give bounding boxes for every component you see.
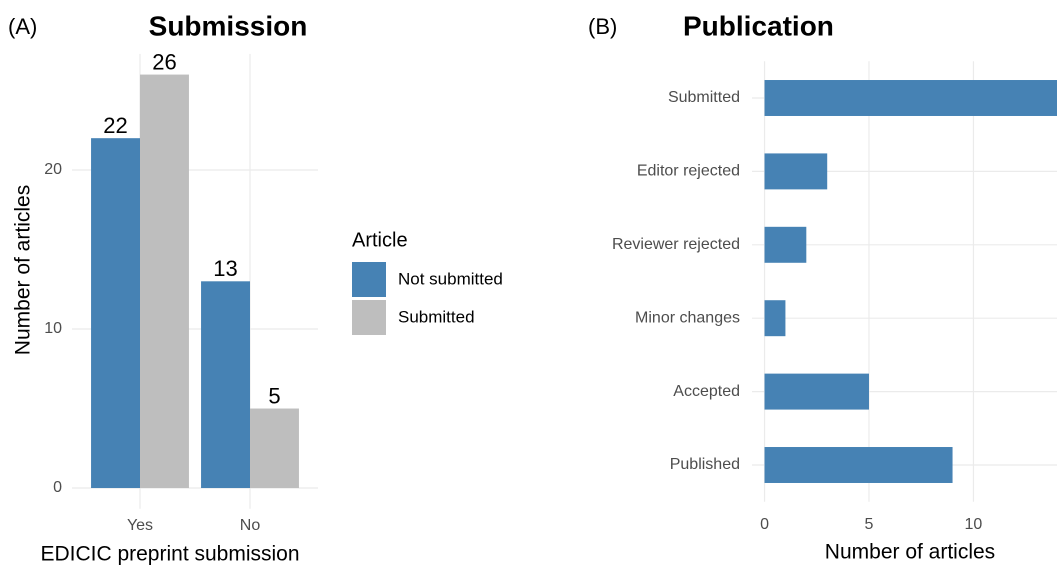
legend-title: Article — [352, 229, 408, 251]
data-label: 26 — [152, 49, 176, 74]
data-label: 22 — [103, 113, 127, 138]
bar — [250, 408, 299, 489]
y-tick-label: Submitted — [668, 89, 740, 106]
x-tick-label: No — [240, 517, 261, 534]
y-tick-label: Published — [670, 456, 740, 473]
bar — [140, 74, 189, 489]
bar — [764, 226, 807, 263]
legend-label: Not submitted — [398, 269, 503, 288]
bar — [201, 281, 250, 489]
panel-label: (B) — [588, 14, 617, 39]
bar — [764, 373, 869, 410]
x-axis-title: EDICIC preprint submission — [40, 543, 299, 566]
x-tick-label: 5 — [865, 516, 874, 533]
chart-title: Submission — [149, 10, 308, 41]
x-tick-label: Yes — [127, 517, 153, 534]
legend-swatch — [352, 262, 386, 297]
y-axis-title: Number of articles — [12, 185, 35, 355]
bar — [764, 447, 953, 483]
bar — [91, 138, 140, 489]
y-tick-label: Reviewer rejected — [612, 236, 740, 253]
data-label: 5 — [268, 383, 280, 408]
bar — [764, 80, 1057, 116]
y-tick-label: 20 — [44, 161, 62, 178]
bar — [764, 300, 786, 337]
x-axis-title: Number of articles — [825, 541, 995, 564]
x-tick-label: 10 — [965, 516, 983, 533]
legend-label: Submitted — [398, 307, 475, 326]
data-label: 13 — [213, 256, 237, 281]
y-tick-label: 0 — [53, 479, 62, 496]
y-tick-label: Minor changes — [635, 309, 740, 326]
y-tick-label: Editor rejected — [637, 163, 740, 180]
y-tick-label: Accepted — [673, 383, 740, 400]
chart-title: Publication — [683, 10, 834, 41]
legend-swatch — [352, 300, 386, 335]
x-tick-label: 0 — [760, 516, 769, 533]
bar — [764, 153, 828, 190]
panel-label: (A) — [8, 14, 37, 39]
y-tick-label: 10 — [44, 320, 62, 337]
